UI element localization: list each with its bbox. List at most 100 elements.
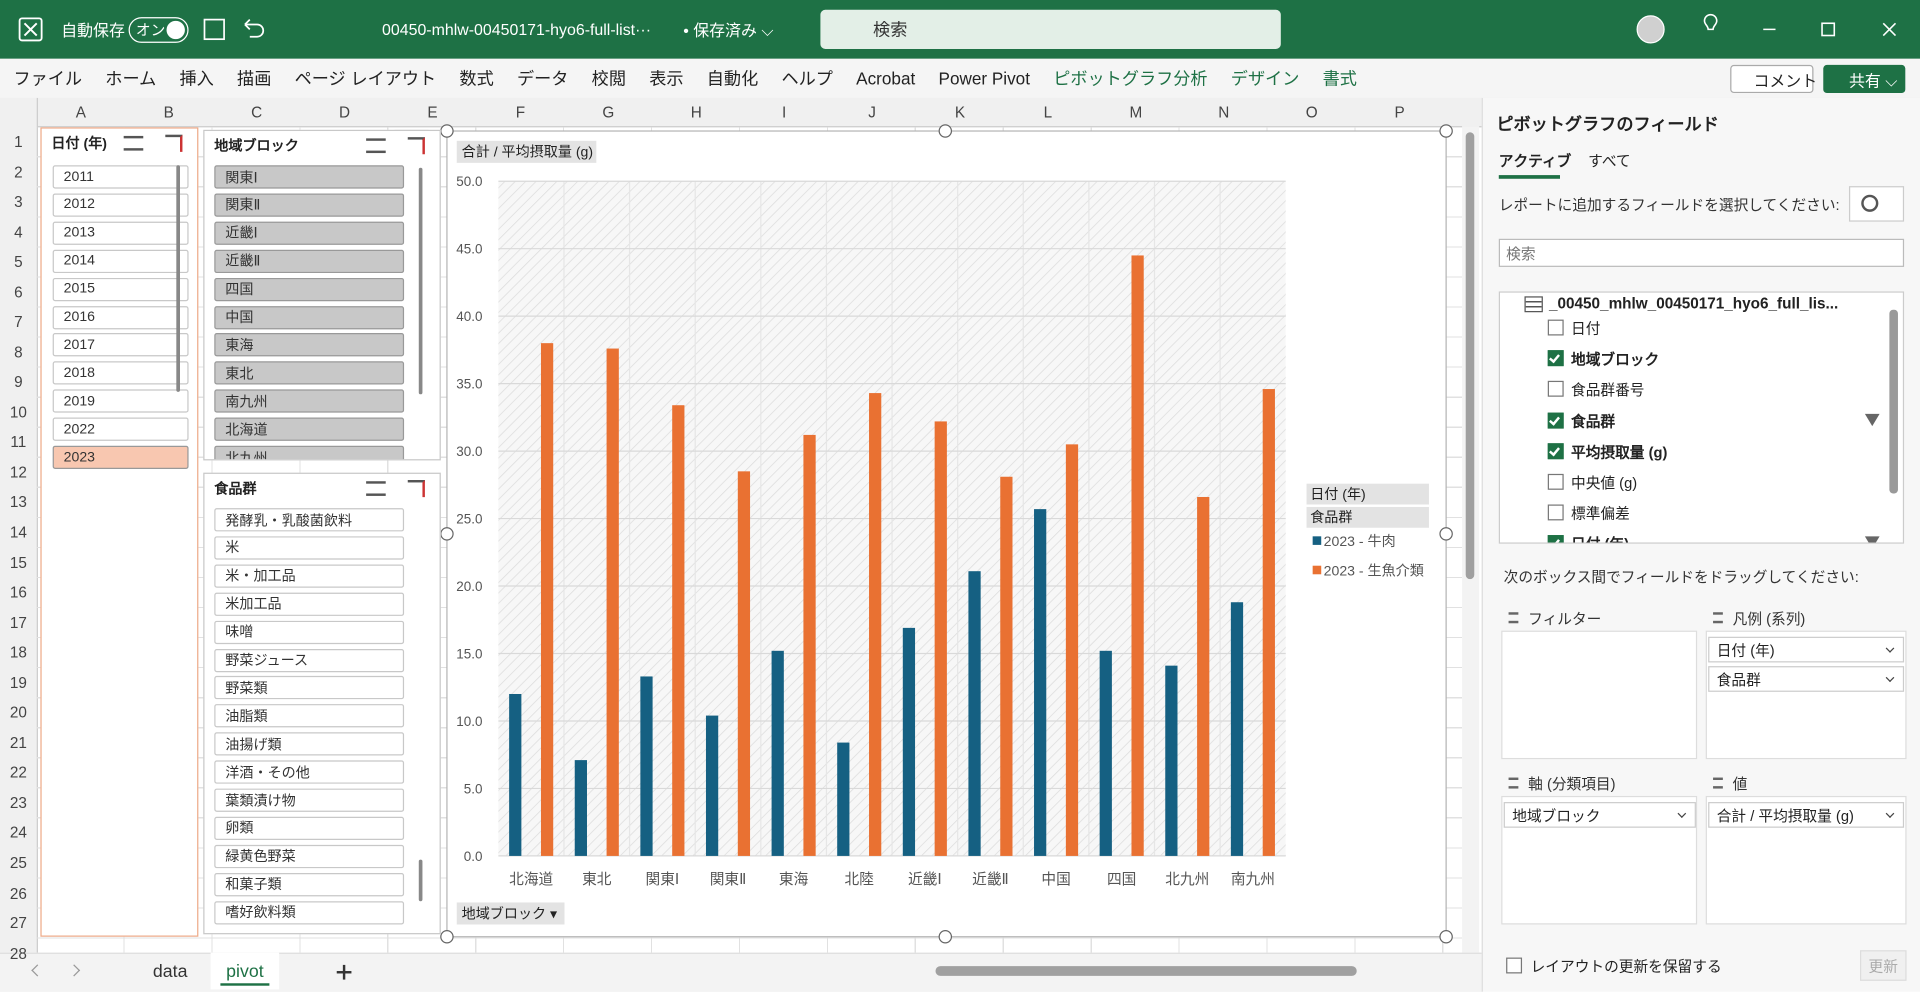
horizontal-scrollbar[interactable] bbox=[936, 966, 1357, 976]
update-label[interactable]: 更新 bbox=[1869, 955, 1898, 976]
vertical-scrollbar[interactable] bbox=[1462, 126, 1479, 953]
x-tick-label: 北海道 bbox=[509, 871, 553, 888]
resize-handle[interactable] bbox=[1440, 125, 1452, 137]
defer-checkbox[interactable] bbox=[1506, 958, 1522, 974]
slicer-clear-filter[interactable] bbox=[165, 135, 182, 152]
pane-tab[interactable]: アクティブ bbox=[1499, 150, 1572, 171]
bar bbox=[903, 628, 915, 856]
slicer-multiselect[interactable] bbox=[366, 138, 386, 153]
slicer-multiselect[interactable] bbox=[124, 136, 144, 151]
field-search-placeholder: 検索 bbox=[1506, 242, 1535, 263]
field-name[interactable]: 食品群番号 bbox=[1571, 379, 1644, 400]
slicer-multiselect[interactable] bbox=[366, 481, 386, 496]
x-tick-label: 北九州 bbox=[1165, 871, 1209, 888]
ribbon-tab[interactable]: ページ レイアウト bbox=[295, 66, 437, 90]
resize-handle[interactable] bbox=[1440, 931, 1452, 943]
table-name: _00450_mhlw_00450171_hyo6_full_lis... bbox=[1549, 295, 1838, 312]
slicer-item-label: 米 bbox=[225, 538, 239, 558]
ribbon-tab[interactable]: Acrobat bbox=[856, 69, 915, 89]
ribbon-tab[interactable]: Power Pivot bbox=[939, 69, 1030, 89]
pivot-chart[interactable]: 0.05.010.015.020.025.030.035.040.045.050… bbox=[447, 131, 1447, 938]
legend-swatch bbox=[1313, 566, 1322, 575]
field-checkbox[interactable] bbox=[1548, 505, 1564, 521]
field-filter-icon bbox=[1865, 537, 1880, 544]
close[interactable] bbox=[1883, 23, 1895, 35]
bar bbox=[1197, 497, 1209, 856]
value-field-button[interactable]: 合計 / 平均摂取量 (g) bbox=[462, 144, 593, 160]
ribbon-tab[interactable]: 表示 bbox=[649, 66, 683, 90]
resize-handle[interactable] bbox=[441, 528, 453, 540]
bar bbox=[1263, 389, 1275, 856]
slicer-item-label: 南九州 bbox=[225, 391, 267, 411]
field-name[interactable]: 平均摂取量 (g) bbox=[1571, 441, 1667, 462]
ribbon-tab[interactable]: ヘルプ bbox=[781, 66, 832, 90]
sheet-tab[interactable]: pivot bbox=[226, 962, 264, 982]
idea-icon[interactable] bbox=[1704, 15, 1716, 30]
slicer-item-label: 関東Ⅰ bbox=[225, 167, 257, 187]
ribbon-tab[interactable]: データ bbox=[517, 66, 568, 90]
field-checkbox[interactable] bbox=[1548, 474, 1564, 490]
legend-label: 2023 - 生魚介類 bbox=[1324, 563, 1424, 579]
ribbon-tab[interactable]: 挿入 bbox=[180, 66, 214, 90]
toggle-knob[interactable] bbox=[167, 21, 185, 39]
area-item-label[interactable]: 地域ブロック bbox=[1512, 804, 1600, 825]
scroll-thumb[interactable] bbox=[1466, 132, 1475, 579]
field-search[interactable] bbox=[1499, 239, 1904, 267]
slicer-item[interactable] bbox=[214, 536, 404, 559]
resize-handle[interactable] bbox=[441, 125, 453, 137]
file-name[interactable]: 00450-mhlw-00450171-hyo6-full-list··· bbox=[382, 20, 651, 38]
resize-handle[interactable] bbox=[939, 125, 951, 137]
ribbon-tab[interactable]: 数式 bbox=[459, 66, 493, 90]
sheet-tab[interactable]: data bbox=[153, 962, 188, 982]
row-header: 18 bbox=[10, 644, 27, 661]
ribbon-tab[interactable]: ファイル bbox=[13, 66, 82, 90]
row-header: 23 bbox=[10, 795, 27, 812]
save-icon[interactable] bbox=[204, 20, 224, 40]
ribbon-tab[interactable]: 描画 bbox=[237, 66, 271, 90]
field-checkbox[interactable] bbox=[1548, 320, 1564, 336]
resize-handle[interactable] bbox=[441, 931, 453, 943]
ribbon-tab[interactable]: デザイン bbox=[1231, 66, 1300, 90]
slicer-scrollbar bbox=[419, 168, 423, 395]
x-tick-label: 近畿Ⅰ bbox=[908, 871, 942, 888]
slicer-item-label: 北九州 bbox=[225, 448, 267, 461]
active-tab-underline bbox=[220, 983, 269, 985]
settings-icon bbox=[1861, 195, 1878, 212]
axis-field-button[interactable]: 地域ブロック ▾ bbox=[462, 905, 558, 921]
row-header: 24 bbox=[10, 825, 27, 842]
restore[interactable] bbox=[1822, 23, 1834, 35]
field-name[interactable]: 食品群 bbox=[1571, 410, 1615, 431]
field-name[interactable]: 日付 (年) bbox=[1571, 534, 1629, 544]
area-item-label[interactable]: 食品群 bbox=[1717, 669, 1761, 690]
column-header: B bbox=[164, 103, 174, 120]
save-status[interactable]: • 保存済み ⌵ bbox=[683, 18, 773, 41]
avatar[interactable] bbox=[1637, 16, 1664, 43]
resize-handle[interactable] bbox=[939, 931, 951, 943]
bar bbox=[541, 343, 553, 856]
field-name[interactable]: 中央値 (g) bbox=[1571, 472, 1637, 493]
field-name[interactable]: 標準偏差 bbox=[1571, 503, 1630, 524]
slicer-item-label: 嗜好飲料類 bbox=[225, 903, 295, 923]
add-sheet-v[interactable] bbox=[343, 964, 345, 979]
ribbon-tab[interactable]: 校閲 bbox=[592, 66, 626, 90]
field-name[interactable]: 日付 bbox=[1571, 318, 1600, 339]
ribbon-tab[interactable]: ピボットグラフ分析 bbox=[1053, 66, 1207, 90]
ribbon-tab[interactable]: 自動化 bbox=[707, 66, 758, 90]
field-name[interactable]: 地域ブロック bbox=[1571, 349, 1659, 370]
y-tick-label: 0.0 bbox=[464, 849, 483, 864]
slicer-item-label: 油揚げ類 bbox=[225, 734, 281, 754]
undo-icon[interactable] bbox=[245, 20, 263, 37]
slicer-clear-filter[interactable] bbox=[408, 480, 425, 497]
field-checkbox[interactable] bbox=[1548, 381, 1564, 397]
area-item-label[interactable]: 合計 / 平均摂取量 (g) bbox=[1717, 804, 1854, 825]
slicer-item-label: 四国 bbox=[225, 279, 253, 299]
legend-field-button[interactable]: 日付 (年) bbox=[1310, 486, 1366, 502]
resize-handle[interactable] bbox=[1440, 528, 1452, 540]
ribbon-tab[interactable]: 書式 bbox=[1323, 66, 1357, 90]
legend-field-button[interactable]: 食品群 bbox=[1310, 509, 1352, 525]
pane-tab[interactable]: すべて bbox=[1588, 150, 1630, 171]
ribbon-tab[interactable]: ホーム bbox=[105, 66, 156, 90]
area-item-label[interactable]: 日付 (年) bbox=[1717, 639, 1775, 660]
slicer-clear-filter[interactable] bbox=[408, 137, 425, 154]
